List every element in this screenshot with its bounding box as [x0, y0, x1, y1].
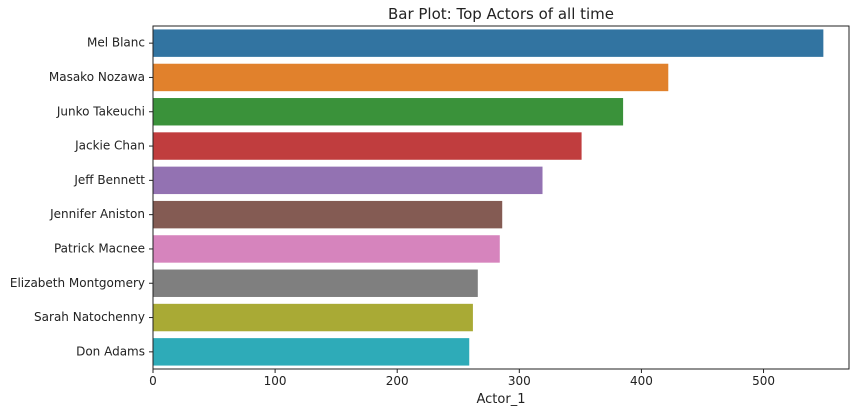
x-tick-label: 200 — [386, 374, 409, 388]
x-axis: 0 100 200 300 400 500 — [149, 369, 775, 388]
bar-elizabeth-montgomery — [153, 269, 478, 297]
y-axis: Mel Blanc Masako Nozawa Junko Takeuchi Jack… — [10, 36, 153, 358]
y-tick-label: Junko Takeuchi — [56, 104, 145, 118]
y-tick-label: Patrick Macnee — [54, 241, 145, 255]
bar-mel-blanc — [153, 29, 824, 57]
bar-don-adams — [153, 338, 470, 366]
bar-jackie-chan — [153, 132, 582, 160]
y-tick-label: Jeff Bennett — [73, 173, 145, 187]
x-tick-label: 300 — [508, 374, 531, 388]
bars-group — [153, 29, 824, 366]
y-tick-label: Jennifer Aniston — [49, 207, 145, 221]
y-tick-label: Don Adams — [76, 344, 145, 358]
bar-jeff-bennett — [153, 166, 543, 195]
y-tick-label: Mel Blanc — [87, 36, 145, 50]
x-tick-label: 400 — [630, 374, 653, 388]
x-tick-label: 0 — [149, 374, 157, 388]
x-tick-label: 500 — [752, 374, 775, 388]
bar-sarah-natochenny — [153, 303, 473, 332]
bar-masako-nozawa — [153, 63, 669, 92]
y-tick-label: Masako Nozawa — [49, 70, 145, 84]
bar-patrick-macnee — [153, 235, 500, 263]
x-axis-label: Actor_1 — [477, 392, 526, 407]
y-tick-label: Jackie Chan — [74, 139, 145, 153]
bar-jennifer-aniston — [153, 200, 503, 229]
plot-frame — [152, 25, 850, 370]
y-tick-label: Sarah Natochenny — [34, 310, 145, 324]
bar-junko-takeuchi — [153, 98, 624, 126]
x-tick-label: 100 — [264, 374, 287, 388]
y-tick-label: Elizabeth Montgomery — [10, 276, 145, 290]
chart-title: Bar Plot: Top Actors of all time — [388, 5, 614, 23]
